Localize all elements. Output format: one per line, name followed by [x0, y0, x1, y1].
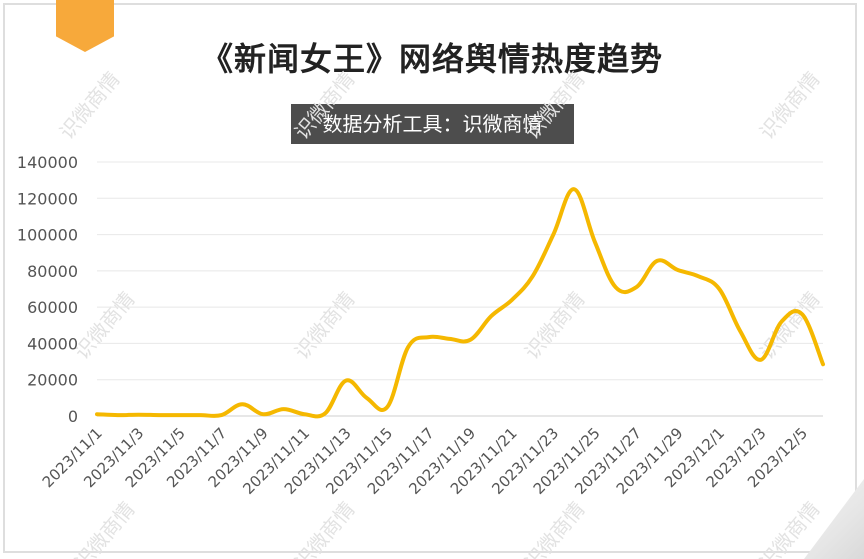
- y-tick-label: 0: [68, 407, 78, 426]
- series-line: [95, 187, 825, 419]
- y-tick-label: 20000: [27, 371, 78, 390]
- watermark-text: 识微商情: [520, 497, 590, 559]
- y-tick-label: 120000: [17, 189, 78, 208]
- watermark-text: 识微商情: [290, 497, 360, 559]
- watermark-text: 识微商情: [520, 287, 590, 364]
- watermark-text: 识微商情: [520, 67, 590, 144]
- watermark-text: 识微商情: [55, 67, 125, 144]
- y-tick-label: 80000: [27, 262, 78, 281]
- chart-subtitle: 数据分析工具：识微商情: [291, 104, 574, 144]
- chart-title: 《新闻女王》网络舆情热度趋势: [200, 40, 663, 78]
- y-tick-label: 140000: [17, 153, 78, 172]
- watermark-text: 识微商情: [290, 287, 360, 364]
- watermark-text: 识微商情: [290, 67, 360, 144]
- y-tick-label: 40000: [27, 334, 78, 353]
- watermark-text: 识微商情: [70, 287, 140, 364]
- watermark-text: 识微商情: [755, 497, 825, 559]
- series-layer: [95, 187, 825, 419]
- y-tick-label: 60000: [27, 298, 78, 317]
- x-axis-ticks: 2023/11/12023/11/32023/11/52023/11/72023…: [39, 424, 811, 498]
- grid-lines: [97, 161, 823, 417]
- y-tick-label: 100000: [17, 226, 78, 245]
- y-axis-ticks: 0 20000 40000 60000 80000 100000 120000 140000: [17, 153, 78, 426]
- watermark-text: 识微商情: [755, 67, 825, 144]
- watermark-text: 识微商情: [70, 497, 140, 559]
- card-border: [3, 3, 857, 553]
